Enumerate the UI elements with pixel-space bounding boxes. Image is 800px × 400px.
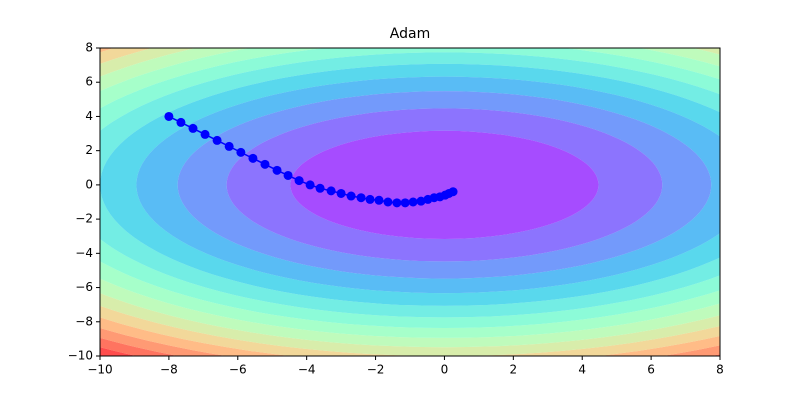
path-point (294, 176, 304, 186)
x-tick-label: 4 (578, 363, 586, 377)
path-point (283, 170, 293, 180)
plot-frame (99, 47, 721, 357)
path-point (236, 147, 246, 157)
y-tick-label: −10 (68, 349, 93, 363)
path-point (164, 111, 174, 121)
x-tick-label: 2 (510, 363, 518, 377)
y-tick-label: −8 (75, 314, 93, 328)
x-tick-label: −6 (229, 363, 247, 377)
x-tick-label: 8 (716, 363, 724, 377)
path-point (212, 135, 222, 145)
path-point (365, 194, 375, 204)
path-point (448, 187, 458, 197)
path-point (272, 165, 282, 175)
y-tick-label: 4 (85, 109, 93, 123)
contour-background (100, 48, 720, 356)
x-tick-label: 6 (647, 363, 655, 377)
y-tick-label: 0 (85, 177, 93, 191)
path-point (200, 129, 210, 139)
path-point (356, 193, 366, 203)
path-point (305, 180, 315, 190)
y-tick-label: 8 (85, 41, 93, 55)
y-tick-label: 6 (85, 75, 93, 89)
y-tick-label: −2 (75, 212, 93, 226)
path-point (248, 153, 258, 163)
path-point (408, 197, 418, 207)
path-point (346, 191, 356, 201)
y-tick-label: 2 (85, 143, 93, 157)
x-tick-label: −8 (160, 363, 178, 377)
path-point (176, 117, 186, 127)
contour-band (290, 130, 599, 239)
path-point (400, 198, 410, 208)
path-point (326, 186, 336, 196)
path-point (315, 183, 325, 193)
y-tick-label: −4 (75, 246, 93, 260)
path-point (224, 141, 234, 151)
x-tick-label: −4 (298, 363, 316, 377)
chart-title: Adam (390, 26, 430, 42)
path-point (374, 195, 384, 205)
path-point (416, 196, 426, 206)
path-point (188, 123, 198, 133)
path-point (392, 198, 402, 208)
y-tick-label: −6 (75, 280, 93, 294)
path-point (383, 197, 393, 207)
path-point (260, 159, 270, 169)
x-tick-label: 0 (441, 363, 449, 377)
path-point (336, 188, 346, 198)
x-tick-label: −10 (87, 363, 112, 377)
x-tick-label: −2 (367, 363, 385, 377)
